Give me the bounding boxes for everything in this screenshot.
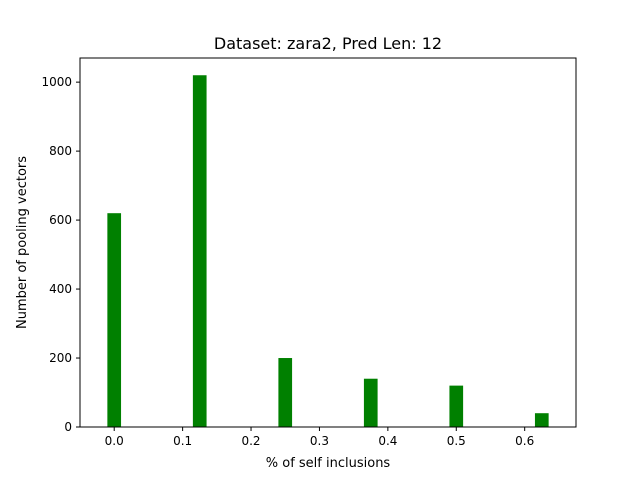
y-tick-label-4: 800	[49, 144, 72, 158]
x-axis-label: % of self inclusions	[266, 456, 391, 471]
plot-area-frame	[79, 57, 577, 428]
y-axis-label: Number of pooling vectors	[15, 156, 30, 329]
y-tick-label-5: 1000	[41, 75, 72, 89]
chart-title: Dataset: zara2, Pred Len: 12	[214, 34, 442, 53]
bar-4	[449, 385, 464, 427]
x-tick-label-0: 0.0	[105, 434, 124, 448]
y-tick-label-3: 600	[49, 213, 72, 227]
bar-3	[363, 378, 378, 427]
x-tick-label-5: 0.5	[447, 434, 466, 448]
bars-layer	[107, 75, 549, 428]
y-tick-label-2: 400	[49, 282, 72, 296]
bar-2	[278, 358, 293, 427]
bar-1	[192, 75, 207, 428]
x-tick-label-4: 0.4	[378, 434, 397, 448]
bar-5	[534, 413, 549, 427]
x-tick-label-6: 0.6	[515, 434, 534, 448]
x-tick-label-1: 0.1	[173, 434, 192, 448]
x-tick-label-3: 0.3	[310, 434, 329, 448]
bar-0	[107, 213, 122, 427]
x-tick-label-2: 0.2	[241, 434, 260, 448]
ticks-layer: 0.0 0.1 0.2 0.3 0.4 0.5 0.6 0 200 400 600 800 1000	[41, 75, 534, 448]
y-tick-label-0: 0	[64, 420, 72, 434]
y-tick-label-1: 200	[49, 351, 72, 365]
